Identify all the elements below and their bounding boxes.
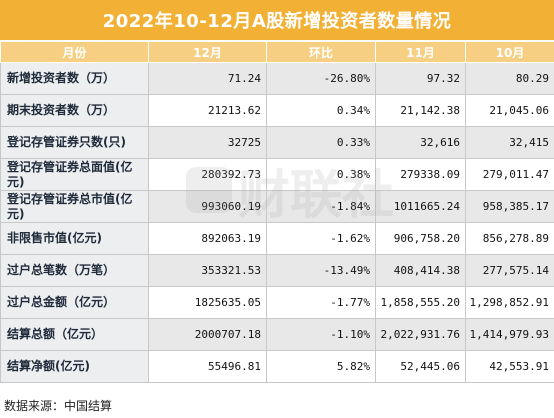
cell-oct: 1,298,852.91 [465, 286, 554, 319]
cell-dec: 32725 [148, 126, 267, 159]
cell-nov: 97.32 [375, 62, 466, 95]
cell-dec: 21213.62 [148, 94, 267, 127]
header-month: 月份 [0, 41, 149, 63]
cell-dec: 71.24 [148, 62, 267, 95]
cell-mom: -1.10% [266, 318, 376, 351]
cell-oct: 32,415 [465, 126, 554, 159]
cell-mom: -13.49% [266, 254, 376, 287]
cell-mom: -1.77% [266, 286, 376, 319]
cell-nov: 32,616 [375, 126, 466, 159]
cell-nov: 408,414.38 [375, 254, 466, 287]
cell-dec: 892063.19 [148, 222, 267, 255]
cell-dec: 280392.73 [148, 158, 267, 191]
table-row: 期末投资者数（万） 21213.62 0.34% 21,142.38 21,04… [0, 94, 554, 127]
cell-nov: 1011665.24 [375, 190, 466, 223]
cell-nov: 52,445.06 [375, 350, 466, 383]
cell-oct: 1,414,979.93 [465, 318, 554, 351]
table-row: 过户总金额（亿元） 1825635.05 -1.77% 1,858,555.20… [0, 286, 554, 319]
cell-nov: 2,022,931.76 [375, 318, 466, 351]
cell-mom: 0.33% [266, 126, 376, 159]
row-label: 登记存管证券总市值(亿元) [0, 190, 149, 223]
cell-mom: 0.34% [266, 94, 376, 127]
header-mom: 环比 [266, 41, 376, 63]
row-label: 过户总金额（亿元） [0, 286, 149, 319]
cell-mom: -1.84% [266, 190, 376, 223]
table-row: 结算总额（亿元） 2000707.18 -1.10% 2,022,931.76 … [0, 318, 554, 351]
row-label: 登记存管证券总面值(亿元) [0, 158, 149, 191]
cell-dec: 993060.19 [148, 190, 267, 223]
cell-nov: 906,758.20 [375, 222, 466, 255]
cell-mom: 5.82% [266, 350, 376, 383]
row-label: 登记存管证券只数(只) [0, 126, 149, 159]
table-row: 结算净额(亿元) 55496.81 5.82% 52,445.06 42,553… [0, 350, 554, 383]
cell-nov: 279338.09 [375, 158, 466, 191]
table-row: 登记存管证券总市值(亿元) 993060.19 -1.84% 1011665.2… [0, 190, 554, 223]
table-row: 登记存管证券只数(只) 32725 0.33% 32,616 32,415 [0, 126, 554, 159]
table-row: 新增投资者数（万） 71.24 -26.80% 97.32 80.29 [0, 62, 554, 95]
cell-dec: 55496.81 [148, 350, 267, 383]
cell-oct: 958,385.17 [465, 190, 554, 223]
table-row: 过户总笔数（万笔） 353321.53 -13.49% 408,414.38 2… [0, 254, 554, 287]
row-label: 非限售市值(亿元) [0, 222, 149, 255]
table-title: 2022年10-12月A股新增投资者数量情况 [0, 0, 554, 40]
cell-oct: 80.29 [465, 62, 554, 95]
row-label: 结算净额(亿元) [0, 350, 149, 383]
header-nov: 11月 [375, 41, 466, 63]
header-dec: 12月 [148, 41, 267, 63]
cell-oct: 277,575.14 [465, 254, 554, 287]
table-row: 非限售市值(亿元) 892063.19 -1.62% 906,758.20 85… [0, 222, 554, 255]
investor-stats-table: 月份 12月 环比 11月 10月 新增投资者数（万） 71.24 -26.80… [0, 41, 554, 383]
header-row: 月份 12月 环比 11月 10月 [0, 41, 554, 63]
cell-oct: 21,045.06 [465, 94, 554, 127]
row-label: 期末投资者数（万） [0, 94, 149, 127]
cell-mom: -1.62% [266, 222, 376, 255]
cell-oct: 279,011.47 [465, 158, 554, 191]
header-oct: 10月 [465, 41, 554, 63]
cell-oct: 856,278.89 [465, 222, 554, 255]
cell-dec: 353321.53 [148, 254, 267, 287]
row-label: 过户总笔数（万笔） [0, 254, 149, 287]
source-note: 数据来源：中国结算 [4, 399, 113, 413]
row-label: 新增投资者数（万） [0, 62, 149, 95]
cell-dec: 1825635.05 [148, 286, 267, 319]
cell-nov: 21,142.38 [375, 94, 466, 127]
row-label: 结算总额（亿元） [0, 318, 149, 351]
cell-nov: 1,858,555.20 [375, 286, 466, 319]
cell-dec: 2000707.18 [148, 318, 267, 351]
cell-oct: 42,553.91 [465, 350, 554, 383]
cell-mom: 0.38% [266, 158, 376, 191]
table-row: 登记存管证券总面值(亿元) 280392.73 0.38% 279338.09 … [0, 158, 554, 191]
cell-mom: -26.80% [266, 62, 376, 95]
